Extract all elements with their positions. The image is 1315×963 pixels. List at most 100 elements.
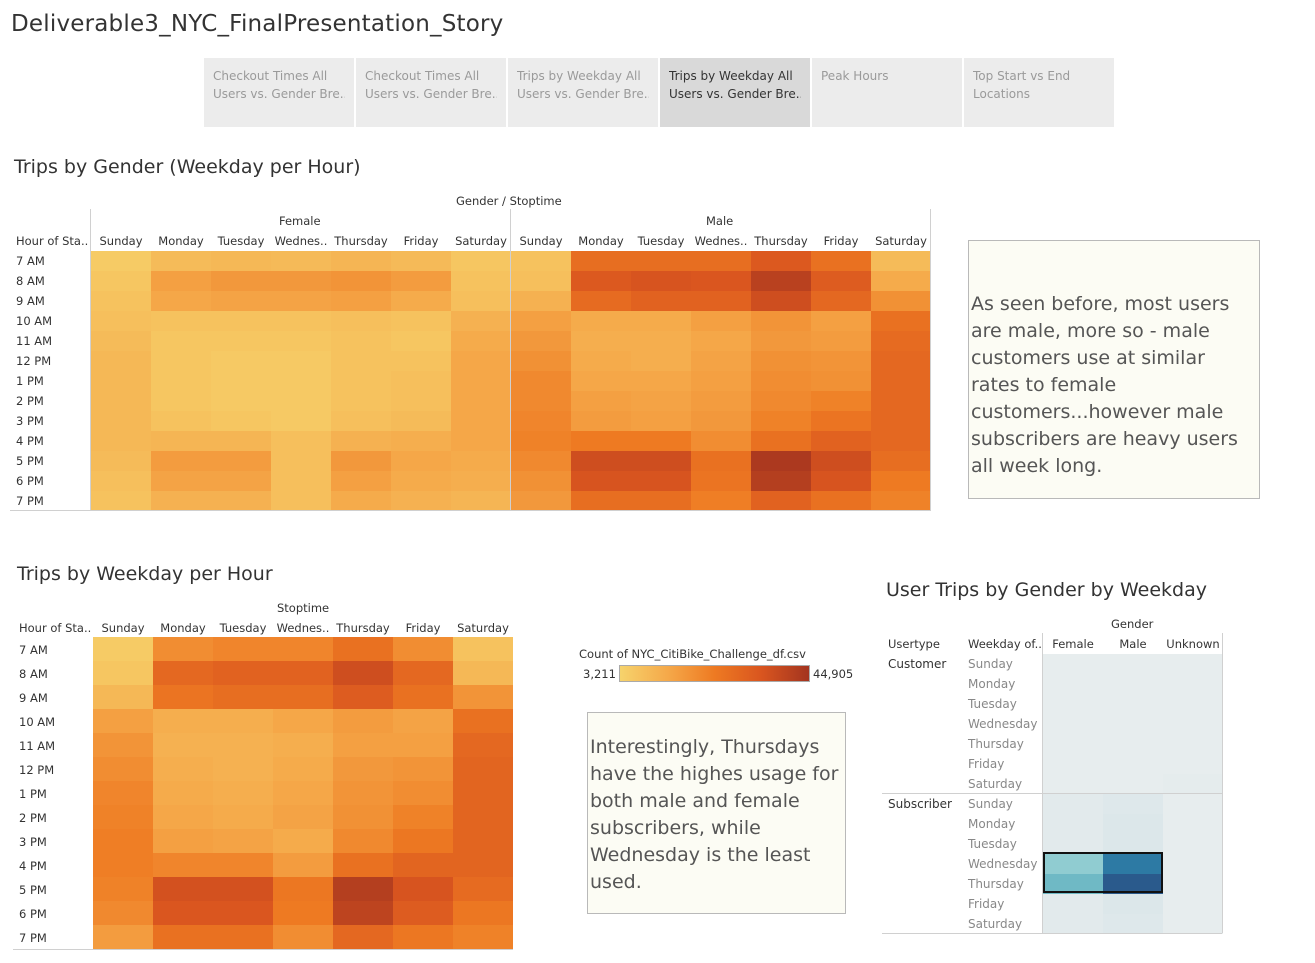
heatmap-cell bbox=[451, 471, 511, 491]
heatmap-cell bbox=[511, 291, 571, 311]
hour-row-label: 2 PM bbox=[19, 811, 47, 825]
story-tab-line-2: Users vs. Gender Bre.. bbox=[365, 87, 497, 101]
heatmap-cell bbox=[631, 451, 691, 471]
story-tab-line-2: Users vs. Gender Bre.. bbox=[669, 87, 801, 101]
grid-divider bbox=[882, 793, 1222, 794]
heatmap-cell bbox=[691, 451, 751, 471]
table-cell bbox=[1043, 854, 1103, 874]
table-cell bbox=[1043, 874, 1103, 894]
heatmap-cell bbox=[451, 291, 511, 311]
table-cell bbox=[1043, 754, 1103, 774]
story-tab-line-1: Peak Hours bbox=[821, 69, 889, 83]
heatmap-cell bbox=[211, 451, 271, 471]
legend-title: Count of NYC_CitiBike_Challenge_df.csv bbox=[579, 647, 806, 661]
story-tabs: Checkout Times All Users vs. Gender Bre..… bbox=[204, 58, 1114, 127]
heatmap-cell bbox=[451, 371, 511, 391]
heatmap-cell bbox=[211, 371, 271, 391]
heatmap-cell bbox=[153, 709, 213, 733]
table-cell bbox=[1103, 694, 1163, 714]
heatmap-cell bbox=[453, 733, 513, 757]
story-tab-3[interactable]: Trips by Weekday All Users vs. Gender Bre… bbox=[508, 58, 658, 127]
heatmap-cell bbox=[691, 411, 751, 431]
heatmap-cell bbox=[153, 661, 213, 685]
story-tab-2[interactable]: Checkout Times All Users vs. Gender Bre.. bbox=[356, 58, 506, 127]
heatmap-cell bbox=[91, 311, 151, 331]
heatmap-cell bbox=[571, 331, 631, 351]
story-tab-4[interactable]: Trips by Weekday All Users vs. Gender Bre… bbox=[660, 58, 810, 127]
hour-row-label: 5 PM bbox=[19, 883, 47, 897]
heatmap-cell bbox=[453, 757, 513, 781]
table-cell bbox=[1043, 734, 1103, 754]
heatmap-cell bbox=[453, 829, 513, 853]
heatmap-cell bbox=[571, 451, 631, 471]
selection-highlight[interactable] bbox=[1043, 852, 1163, 893]
heatmap-cell bbox=[93, 877, 153, 901]
day-column-header: Tuesday bbox=[219, 621, 267, 635]
heatmap-cell bbox=[811, 311, 871, 331]
heatmap-cell bbox=[333, 781, 393, 805]
heatmap-cell bbox=[751, 491, 811, 511]
heatmap-cell bbox=[691, 491, 751, 511]
story-tab-5[interactable]: Peak Hours bbox=[812, 58, 962, 127]
weekday-heatmap-title: Trips by Weekday per Hour bbox=[17, 563, 273, 585]
day-column-header: Friday bbox=[823, 234, 859, 248]
heatmap-cell bbox=[393, 805, 453, 829]
heatmap-cell bbox=[331, 251, 391, 271]
heatmap-cell bbox=[871, 251, 931, 271]
grid-divider bbox=[1222, 633, 1223, 933]
heatmap-cell bbox=[451, 251, 511, 271]
heatmap-cell bbox=[751, 271, 811, 291]
table-cell bbox=[1103, 794, 1163, 814]
heatmap-cell bbox=[691, 351, 751, 371]
heatmap-cell bbox=[271, 391, 331, 411]
heatmap-cell bbox=[391, 331, 451, 351]
hour-row-label: 12 PM bbox=[16, 354, 52, 368]
heatmap-cell bbox=[631, 311, 691, 331]
table-cell bbox=[1103, 714, 1163, 734]
heatmap-cell bbox=[333, 757, 393, 781]
heatmap-cell bbox=[451, 491, 511, 511]
day-column-header: Wednes.. bbox=[276, 621, 330, 635]
story-tab-line-1: Trips by Weekday All bbox=[669, 69, 793, 83]
hour-row-label: 9 AM bbox=[19, 691, 48, 705]
heatmap-cell bbox=[153, 829, 213, 853]
grid-divider bbox=[930, 209, 931, 511]
heatmap-cell bbox=[331, 491, 391, 511]
weekday-row-label: Wednesday bbox=[968, 717, 1038, 731]
heatmap-cell bbox=[153, 637, 213, 661]
heatmap-cell bbox=[271, 271, 331, 291]
story-tab-1[interactable]: Checkout Times All Users vs. Gender Bre.. bbox=[204, 58, 354, 127]
heatmap-cell bbox=[571, 351, 631, 371]
heatmap-cell bbox=[811, 431, 871, 451]
heatmap-cell bbox=[751, 411, 811, 431]
table-cell bbox=[1103, 674, 1163, 694]
heatmap-cell bbox=[811, 251, 871, 271]
usertype-label: Subscriber bbox=[888, 797, 952, 811]
table-cell bbox=[1043, 814, 1103, 834]
hour-row-label: 9 AM bbox=[16, 294, 45, 308]
heatmap-cell bbox=[211, 491, 271, 511]
heatmap-cell bbox=[331, 351, 391, 371]
table-cell bbox=[1043, 894, 1103, 914]
heatmap-cell bbox=[271, 291, 331, 311]
heatmap-cell bbox=[211, 271, 271, 291]
heatmap-cell bbox=[213, 685, 273, 709]
heatmap-cell bbox=[571, 271, 631, 291]
heatmap-cell bbox=[391, 271, 451, 291]
heatmap-cell bbox=[453, 805, 513, 829]
heatmap-cell bbox=[631, 391, 691, 411]
heatmap-cell bbox=[273, 853, 333, 877]
heatmap-cell bbox=[871, 411, 931, 431]
weekday-row-label: Saturday bbox=[968, 917, 1023, 931]
heatmap-cell bbox=[451, 431, 511, 451]
heatmap-cell bbox=[871, 371, 931, 391]
story-tab-line-2: Locations bbox=[973, 87, 1031, 101]
heatmap-cell bbox=[331, 311, 391, 331]
weekday-row-label: Friday bbox=[968, 757, 1005, 771]
heatmap-cell bbox=[871, 391, 931, 411]
hour-row-label: 11 AM bbox=[19, 739, 56, 753]
story-tab-6[interactable]: Top Start vs End Locations bbox=[964, 58, 1114, 127]
heatmap-cell bbox=[93, 925, 153, 949]
heatmap-cell bbox=[93, 901, 153, 925]
heatmap-cell bbox=[691, 391, 751, 411]
